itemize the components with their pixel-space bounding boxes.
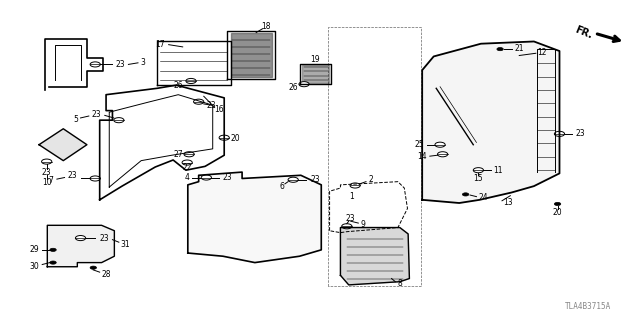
Text: 7: 7 <box>49 176 54 185</box>
Circle shape <box>186 78 196 84</box>
Text: 4: 4 <box>185 173 189 182</box>
Text: 8: 8 <box>397 279 402 288</box>
Circle shape <box>288 177 298 182</box>
Text: 14: 14 <box>417 152 427 161</box>
Text: 23: 23 <box>346 214 355 223</box>
Text: 25: 25 <box>414 140 424 149</box>
Text: 18: 18 <box>261 22 271 31</box>
Circle shape <box>554 131 564 136</box>
Text: TLA4B3715A: TLA4B3715A <box>565 302 611 311</box>
Text: 28: 28 <box>101 270 111 279</box>
Text: 5: 5 <box>74 115 79 124</box>
Text: 9: 9 <box>361 220 366 229</box>
Circle shape <box>438 152 448 157</box>
Circle shape <box>184 152 194 157</box>
Text: 15: 15 <box>474 174 483 183</box>
Text: 31: 31 <box>120 240 130 249</box>
Text: 19: 19 <box>310 55 320 64</box>
Polygon shape <box>340 228 410 285</box>
Polygon shape <box>188 172 321 263</box>
Polygon shape <box>230 33 272 77</box>
Text: 20: 20 <box>553 208 563 217</box>
Text: 23: 23 <box>67 172 77 180</box>
Circle shape <box>50 261 56 264</box>
Circle shape <box>76 236 86 241</box>
Text: 10: 10 <box>42 179 51 188</box>
Circle shape <box>473 168 483 173</box>
Circle shape <box>435 142 445 147</box>
Polygon shape <box>47 225 115 267</box>
Circle shape <box>90 266 97 269</box>
Text: 3: 3 <box>140 58 145 67</box>
Text: 27: 27 <box>173 150 183 159</box>
Circle shape <box>350 183 360 188</box>
Circle shape <box>219 135 229 140</box>
Text: 23: 23 <box>42 168 51 177</box>
Circle shape <box>114 118 124 123</box>
Text: 30: 30 <box>29 262 39 271</box>
Text: 12: 12 <box>538 48 547 57</box>
Circle shape <box>299 82 309 87</box>
Text: 26: 26 <box>173 81 183 90</box>
Text: 23: 23 <box>116 60 125 69</box>
Text: 23: 23 <box>99 234 109 243</box>
Text: 6: 6 <box>279 182 284 191</box>
Polygon shape <box>302 65 329 83</box>
Circle shape <box>42 159 52 164</box>
Text: 22: 22 <box>182 163 192 172</box>
Circle shape <box>193 99 204 104</box>
Text: 29: 29 <box>29 245 39 254</box>
Circle shape <box>463 193 468 196</box>
Text: 23: 23 <box>207 101 216 110</box>
Circle shape <box>90 176 100 181</box>
Text: 13: 13 <box>504 197 513 206</box>
Circle shape <box>201 175 211 180</box>
Text: 17: 17 <box>156 40 165 49</box>
Polygon shape <box>39 129 87 161</box>
Circle shape <box>182 160 192 165</box>
Polygon shape <box>422 42 559 203</box>
Text: 24: 24 <box>478 193 488 202</box>
Text: 2: 2 <box>369 175 374 184</box>
Circle shape <box>342 224 352 229</box>
Circle shape <box>497 48 503 51</box>
Text: FR.: FR. <box>573 25 593 41</box>
Text: 20: 20 <box>231 134 241 143</box>
Text: 23: 23 <box>92 110 101 119</box>
Text: 11: 11 <box>493 166 502 175</box>
Text: 26: 26 <box>289 83 298 92</box>
Circle shape <box>50 248 56 252</box>
Text: 23: 23 <box>223 173 232 182</box>
Text: 23: 23 <box>576 129 586 138</box>
Circle shape <box>90 62 100 67</box>
Text: 16: 16 <box>214 105 224 114</box>
Text: 21: 21 <box>515 44 524 53</box>
Circle shape <box>554 202 561 205</box>
Text: 1: 1 <box>349 192 355 201</box>
Text: 23: 23 <box>310 175 320 184</box>
